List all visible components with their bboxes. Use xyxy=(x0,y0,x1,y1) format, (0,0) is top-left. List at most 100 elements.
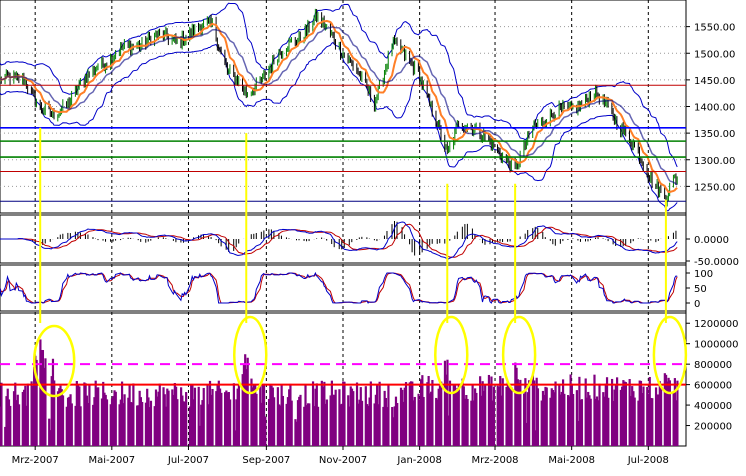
volume-bar xyxy=(560,391,563,446)
volume-bar xyxy=(462,386,465,446)
volume-bar xyxy=(188,406,192,446)
volume-bar xyxy=(452,384,455,446)
volume-bar xyxy=(35,359,38,446)
volume-bar xyxy=(75,381,78,446)
volume-bar xyxy=(628,379,631,446)
volume-bar xyxy=(146,388,149,446)
volume-bar xyxy=(237,384,241,446)
volume-bar xyxy=(51,358,55,446)
volume-bar xyxy=(158,383,161,446)
volume-bar xyxy=(428,393,431,446)
volume-bar xyxy=(550,388,553,446)
volume-bar xyxy=(623,381,626,446)
volume-bar xyxy=(422,396,425,446)
volume-bar xyxy=(94,380,97,446)
volume-bar xyxy=(30,381,33,446)
volume-bar xyxy=(631,386,634,446)
volume-bar xyxy=(382,406,385,446)
volume-bar xyxy=(544,386,547,446)
volume-bar xyxy=(386,407,389,446)
volume-bar xyxy=(461,378,464,446)
volume-bar xyxy=(112,396,115,446)
volume-bar xyxy=(167,390,170,446)
close-line xyxy=(0,26,678,186)
volume-bar xyxy=(401,389,404,446)
volume-bar xyxy=(387,384,390,446)
volume-bar xyxy=(215,391,218,446)
volume-bar xyxy=(217,380,220,446)
volume-bar xyxy=(163,394,166,446)
volume-bar xyxy=(329,395,332,446)
volume-bar xyxy=(435,397,438,446)
volume-bar xyxy=(531,375,535,446)
volume-bar xyxy=(496,385,499,446)
volume-bar xyxy=(641,393,644,446)
volume-bar xyxy=(412,400,415,446)
volume-bar xyxy=(535,377,538,446)
volume-bar xyxy=(250,378,253,446)
volume-bar xyxy=(487,374,491,446)
volume-bar xyxy=(657,394,660,446)
volume-bar xyxy=(303,406,306,446)
volume-bar xyxy=(357,403,360,446)
volume-bar xyxy=(588,395,591,446)
volume-bar xyxy=(594,398,597,446)
volume-bar xyxy=(668,380,671,446)
volume-bar xyxy=(466,398,469,446)
volume-bar xyxy=(270,385,273,446)
volume-bar xyxy=(225,390,228,446)
volume-bar xyxy=(241,374,244,446)
volume-bar xyxy=(264,416,267,446)
volume-bar xyxy=(497,386,501,446)
volume-bar xyxy=(120,381,124,446)
volume-bar xyxy=(43,367,46,446)
volume-bar xyxy=(61,395,65,446)
volume-bar xyxy=(39,339,42,446)
volume-bar xyxy=(288,389,291,446)
volume-bar xyxy=(261,384,264,446)
volume-bar xyxy=(358,399,361,446)
volume-bar xyxy=(254,384,257,446)
volume-y-tick-label: 1000000 xyxy=(694,340,739,351)
volume-bar xyxy=(234,430,237,446)
x-tick-label: Mrz-2007 xyxy=(12,455,59,466)
volume-bar xyxy=(218,388,222,446)
volume-bar xyxy=(182,401,185,446)
x-tick-label: Nov-2007 xyxy=(319,455,367,466)
volume-bar xyxy=(172,394,175,446)
volume-bar xyxy=(223,392,227,446)
volume-bar xyxy=(446,359,449,446)
volume-bar xyxy=(536,388,540,446)
volume-bar xyxy=(553,392,556,446)
volume-bar xyxy=(25,405,28,446)
volume-bar xyxy=(369,381,372,446)
volume-bar xyxy=(559,394,562,446)
volume-bar xyxy=(598,383,601,446)
volume-bar xyxy=(285,403,288,446)
volume-bar xyxy=(572,393,575,446)
stochastic-y-tick-label: 100 xyxy=(694,269,713,280)
x-tick-label: Jul-2008 xyxy=(627,455,669,466)
volume-bar xyxy=(463,398,467,446)
volume-bar xyxy=(492,386,496,446)
highlight-ellipse xyxy=(233,315,268,395)
volume-bar xyxy=(306,403,310,446)
volume-bar xyxy=(156,396,159,446)
volume-bar xyxy=(183,401,186,446)
volume-bar xyxy=(490,376,493,446)
volume-bar xyxy=(202,387,205,446)
volume-bar xyxy=(267,398,271,446)
macd-y-tick-label: -50.0000 xyxy=(694,257,739,268)
volume-bar xyxy=(399,387,403,446)
volume-bar xyxy=(427,376,430,446)
x-tick-label: Mai-2007 xyxy=(89,455,136,466)
volume-bar xyxy=(545,387,548,446)
volume-bar xyxy=(421,375,424,446)
volume-bar xyxy=(58,388,61,446)
volume-bar xyxy=(197,386,200,446)
volume-bar xyxy=(426,382,429,446)
volume-bar xyxy=(138,390,141,446)
volume-bar xyxy=(324,403,327,446)
volume-bar xyxy=(403,387,406,446)
volume-bar xyxy=(157,391,160,446)
